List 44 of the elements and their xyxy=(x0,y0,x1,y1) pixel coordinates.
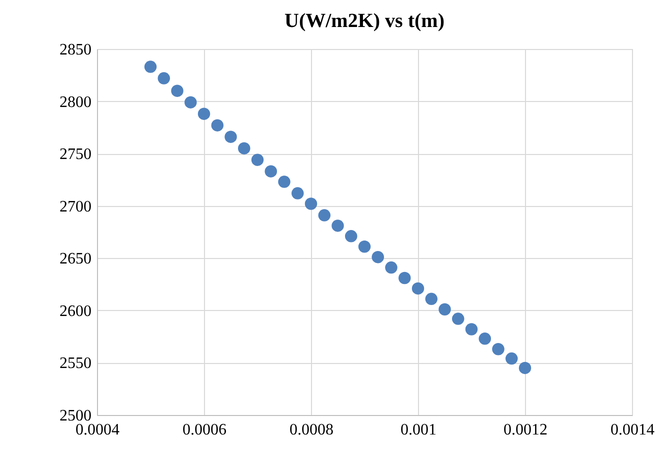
x-tick-label: 0.0012 xyxy=(504,422,548,438)
y-tick-label: 2650 xyxy=(60,250,92,268)
point xyxy=(304,198,318,210)
point xyxy=(171,84,184,97)
point xyxy=(144,60,157,73)
point xyxy=(492,343,504,356)
x-tick-label: 0.0014 xyxy=(610,422,654,438)
point xyxy=(318,209,330,222)
point xyxy=(332,220,344,232)
point xyxy=(412,282,424,295)
point xyxy=(184,96,197,108)
point xyxy=(438,303,451,316)
x-tick-label: 0.0004 xyxy=(76,422,120,438)
y-tick-label: 2700 xyxy=(60,198,92,216)
y-tick-label: 2750 xyxy=(60,146,92,164)
x-tick-label: 0.001 xyxy=(400,422,436,438)
y-tick-label: 2850 xyxy=(60,42,92,58)
point xyxy=(425,292,438,306)
point xyxy=(158,72,170,84)
point xyxy=(358,240,371,253)
point xyxy=(398,272,411,284)
point xyxy=(518,362,532,374)
point xyxy=(251,154,264,166)
y-tick-label: 2500 xyxy=(60,408,92,424)
point xyxy=(198,108,210,120)
point xyxy=(478,332,491,345)
point xyxy=(385,261,398,274)
point xyxy=(211,119,224,132)
point xyxy=(372,250,384,264)
x-tick-label: 0.0008 xyxy=(290,422,334,438)
point xyxy=(292,187,304,200)
point xyxy=(238,142,250,154)
y-tick-label: 2800 xyxy=(60,94,92,111)
point xyxy=(506,352,518,365)
point xyxy=(345,230,358,242)
y-tick-label: 2600 xyxy=(60,302,92,320)
point xyxy=(278,176,290,188)
chart-title: U(W/m2K) vs t(m) xyxy=(284,10,444,32)
y-tick-label: 2550 xyxy=(60,355,92,372)
point xyxy=(264,165,277,178)
point xyxy=(452,312,464,325)
point xyxy=(224,130,237,143)
x-tick-label: 0.0006 xyxy=(182,422,226,438)
point xyxy=(465,323,478,336)
